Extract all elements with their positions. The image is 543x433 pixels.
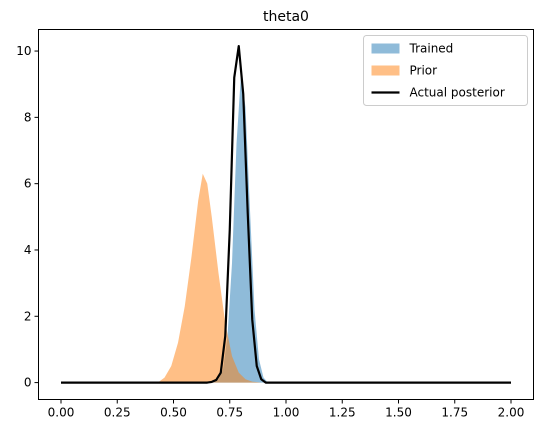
x-axis: 0.00 0.25 0.50 0.75 1.00 1.25 1.50 1.75 2.00 bbox=[48, 399, 525, 420]
x-tick-label: 0.25 bbox=[104, 406, 131, 420]
y-axis: 0 2 4 6 8 10 bbox=[16, 44, 39, 390]
y-tick-label: 2 bbox=[24, 309, 32, 323]
y-tick-label: 10 bbox=[16, 44, 31, 58]
plot-area bbox=[61, 44, 511, 384]
y-tick-label: 8 bbox=[24, 110, 32, 124]
y-tick-label: 6 bbox=[24, 177, 32, 191]
legend-label-trained: Trained bbox=[409, 42, 454, 56]
x-tick-label: 0.50 bbox=[160, 406, 187, 420]
x-tick-label: 1.25 bbox=[329, 406, 356, 420]
legend-swatch-trained bbox=[371, 43, 400, 54]
actual-posterior-line bbox=[61, 44, 511, 384]
x-tick-label: 2.00 bbox=[498, 406, 525, 420]
legend-box bbox=[363, 35, 528, 106]
x-tick-label: 1.00 bbox=[273, 406, 300, 420]
legend-swatch-prior bbox=[371, 65, 400, 76]
x-tick-label: 1.50 bbox=[385, 406, 412, 420]
legend-label-actual-posterior: Actual posterior bbox=[410, 86, 505, 100]
x-tick-label: 1.75 bbox=[441, 406, 468, 420]
x-tick-label: 0.00 bbox=[48, 406, 75, 420]
y-tick-label: 4 bbox=[24, 243, 32, 257]
legend-label-prior: Prior bbox=[410, 64, 438, 78]
x-tick-label: 0.75 bbox=[216, 406, 243, 420]
legend: Trained Prior Actual posterior bbox=[363, 35, 528, 106]
chart-title: theta0 bbox=[263, 9, 309, 25]
y-tick-label: 0 bbox=[24, 376, 32, 390]
